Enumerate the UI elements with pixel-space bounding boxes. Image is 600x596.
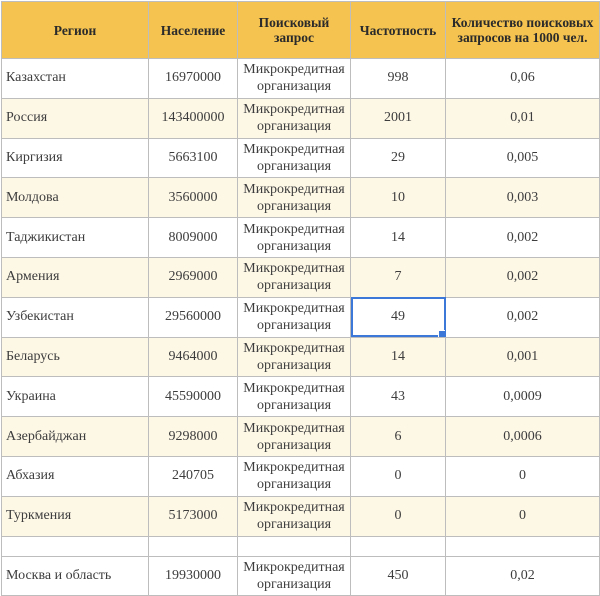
table-row: Беларусь 9464000 Микрокредитная организа… [1, 336, 600, 378]
cell-population[interactable]: 5663100 [148, 137, 238, 179]
cell-per-1000[interactable]: 0 [445, 495, 600, 537]
cell-population[interactable]: 29560000 [148, 296, 238, 338]
cell-frequency[interactable]: 6 [350, 416, 446, 457]
cell-region[interactable]: Армения [1, 256, 149, 298]
cell-search-query[interactable]: Микрокредитная организация [237, 177, 351, 219]
cell-population[interactable]: 3560000 [148, 177, 238, 219]
table-row: Армения 2969000 Микрокредитная организац… [1, 256, 600, 298]
cell-region[interactable]: Украина [1, 376, 149, 418]
empty-cell[interactable] [350, 535, 446, 557]
cell-per-1000[interactable]: 0 [445, 455, 600, 497]
cell-per-1000[interactable]: 0,0006 [445, 416, 600, 457]
cell-per-1000[interactable]: 0,003 [445, 177, 600, 219]
header-frequency[interactable]: Частотность [350, 1, 446, 59]
header-population[interactable]: Население [148, 1, 238, 59]
cell-per-1000[interactable]: 0,001 [445, 336, 600, 378]
cell-population[interactable]: 5173000 [148, 495, 238, 537]
cell-population[interactable]: 240705 [148, 455, 238, 497]
table-row: Казахстан 16970000 Микрокредитная органи… [1, 58, 600, 99]
cell-search-query[interactable]: Микрокредитная организация [237, 97, 351, 139]
table-row: Россия 143400000 Микрокредитная организа… [1, 97, 600, 139]
empty-cell[interactable] [148, 535, 238, 557]
cell-search-query[interactable]: Микрокредитная организация [237, 416, 351, 457]
cell-search-query[interactable]: Микрокредитная организация [237, 58, 351, 99]
table-row: Москва и область 19930000 Микрокредитная… [1, 555, 600, 596]
cell-frequency[interactable]: 7 [350, 256, 446, 298]
cell-per-1000[interactable]: 0,005 [445, 137, 600, 179]
cell-frequency[interactable]: 14 [350, 217, 446, 258]
cell-search-query[interactable]: Микрокредитная организация [237, 555, 351, 596]
cell-frequency[interactable]: 0 [350, 495, 446, 537]
cell-search-query[interactable]: Микрокредитная организация [237, 296, 351, 338]
cell-frequency[interactable]: 2001 [350, 97, 446, 139]
header-row: Регион Население Поисковый запрос Частот… [1, 1, 600, 59]
table-row: Азербайджан 9298000 Микрокредитная орган… [1, 416, 600, 457]
cell-region[interactable]: Таджикистан [1, 217, 149, 258]
cell-region[interactable]: Беларусь [1, 336, 149, 378]
cell-search-query[interactable]: Микрокредитная организация [237, 336, 351, 378]
cell-population[interactable]: 2969000 [148, 256, 238, 298]
cell-per-1000[interactable]: 0,002 [445, 217, 600, 258]
cell-frequency[interactable]: 29 [350, 137, 446, 179]
cell-population[interactable]: 9464000 [148, 336, 238, 378]
cell-per-1000[interactable]: 0,0009 [445, 376, 600, 418]
cell-region[interactable]: Абхазия [1, 455, 149, 497]
cell-region[interactable]: Россия [1, 97, 149, 139]
cell-search-query[interactable]: Микрокредитная организация [237, 495, 351, 537]
header-search-query[interactable]: Поисковый запрос [237, 1, 351, 59]
cell-frequency[interactable]: 43 [350, 376, 446, 418]
cell-frequency-value: 49 [391, 309, 405, 325]
cell-per-1000[interactable]: 0,06 [445, 58, 600, 99]
cell-region[interactable]: Азербайджан [1, 416, 149, 457]
fill-handle[interactable] [438, 329, 445, 337]
cell-per-1000[interactable]: 0,002 [445, 256, 600, 298]
cell-population[interactable]: 16970000 [148, 58, 238, 99]
table-row: Киргизия 5663100 Микрокредитная организа… [1, 137, 600, 179]
table-row: Украина 45590000 Микрокредитная организа… [1, 376, 600, 418]
header-queries-per-1000[interactable]: Количество поисковых запросов на 1000 че… [445, 1, 600, 59]
cell-frequency[interactable]: 14 [350, 336, 446, 378]
header-region[interactable]: Регион [1, 1, 149, 59]
cell-frequency[interactable]: 450 [350, 555, 446, 596]
cell-population[interactable]: 143400000 [148, 97, 238, 139]
cell-per-1000[interactable]: 0,01 [445, 97, 600, 139]
cell-search-query[interactable]: Микрокредитная организация [237, 376, 351, 418]
cell-search-query[interactable]: Микрокредитная организация [237, 455, 351, 497]
cell-search-query[interactable]: Микрокредитная организация [237, 137, 351, 179]
cell-per-1000[interactable]: 0,02 [445, 555, 600, 596]
cell-frequency-selected[interactable]: 49 [350, 296, 446, 338]
cell-region[interactable]: Москва и область [1, 555, 149, 596]
empty-cell[interactable] [445, 535, 600, 557]
cell-search-query[interactable]: Микрокредитная организация [237, 217, 351, 258]
empty-cell[interactable] [237, 535, 351, 557]
table-row: Узбекистан 29560000 Микрокредитная орган… [1, 296, 600, 338]
cell-population[interactable]: 45590000 [148, 376, 238, 418]
empty-cell[interactable] [1, 535, 149, 557]
cell-frequency[interactable]: 998 [350, 58, 446, 99]
cell-region[interactable]: Казахстан [1, 58, 149, 99]
table-row: Таджикистан 8009000 Микрокредитная орган… [1, 217, 600, 258]
cell-region[interactable]: Молдова [1, 177, 149, 219]
cell-frequency[interactable]: 10 [350, 177, 446, 219]
cell-region[interactable]: Туркмения [1, 495, 149, 537]
cell-region[interactable]: Киргизия [1, 137, 149, 179]
cell-population[interactable]: 19930000 [148, 555, 238, 596]
empty-row [1, 535, 600, 557]
cell-frequency[interactable]: 0 [350, 455, 446, 497]
cell-search-query[interactable]: Микрокредитная организация [237, 256, 351, 298]
table-row: Туркмения 5173000 Микрокредитная организ… [1, 495, 600, 537]
cell-region[interactable]: Узбекистан [1, 296, 149, 338]
table-row: Абхазия 240705 Микрокредитная организаци… [1, 455, 600, 497]
cell-population[interactable]: 8009000 [148, 217, 238, 258]
cell-per-1000[interactable]: 0,002 [445, 296, 600, 338]
table-row: Молдова 3560000 Микрокредитная организац… [1, 177, 600, 219]
cell-population[interactable]: 9298000 [148, 416, 238, 457]
